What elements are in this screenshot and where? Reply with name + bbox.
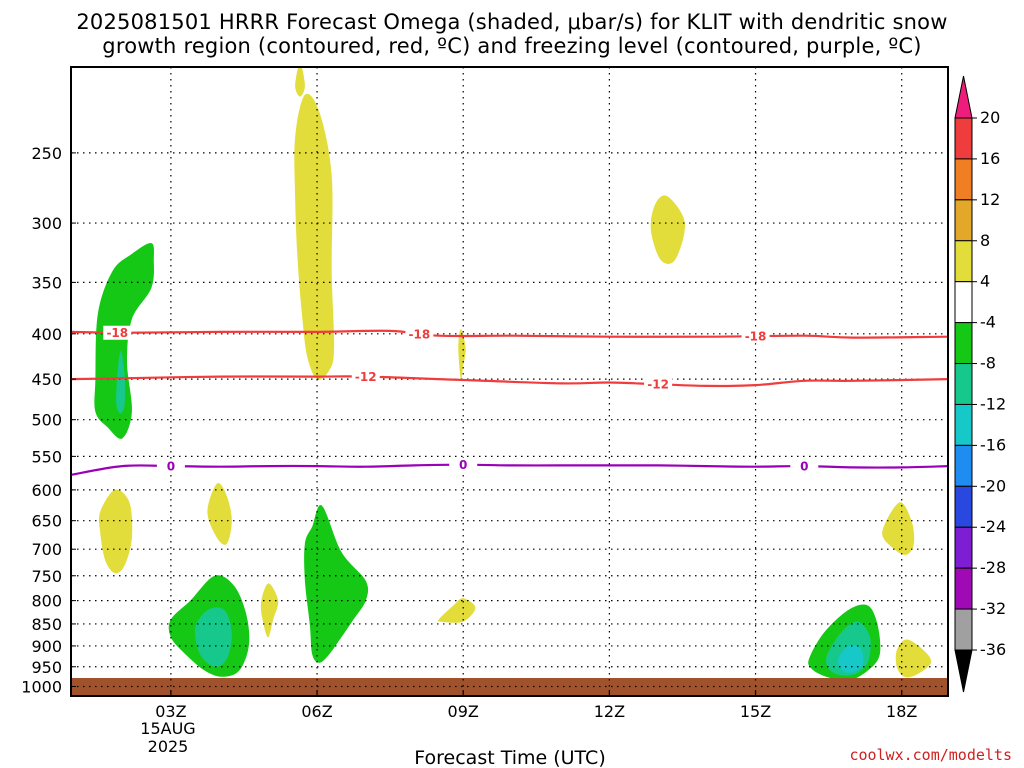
y-tick-label-250: 250 <box>31 144 62 163</box>
contour-label-bg <box>156 459 185 474</box>
colorbar-segment-6 <box>954 322 973 365</box>
plot-frame <box>70 66 949 697</box>
omega-region-14 <box>194 607 232 667</box>
colorbar-segment-7 <box>954 363 973 405</box>
contour-label-0-2: 0 <box>800 460 808 474</box>
contour-label--18-1: -18 <box>409 327 431 341</box>
contour-label-0-0: 0 <box>167 460 175 474</box>
x-tick-label-18Z: 18Z <box>886 702 917 721</box>
contour-label-0-1: 0 <box>459 458 467 472</box>
omega-region-4 <box>650 195 686 264</box>
contour-label--12-1: -12 <box>647 378 669 392</box>
contour-label-bg <box>741 329 770 344</box>
y-tick-label-850: 850 <box>31 615 62 634</box>
colorbar: 20 16 12 8 4 -4 -8 -12 -16 -20 -24 -28 -32 -36 <box>954 75 1006 693</box>
contour--18 <box>71 329 948 339</box>
y-tick-label-350: 350 <box>31 273 62 292</box>
colorbar-segment-10 <box>954 485 973 528</box>
y-tick-label-600: 600 <box>31 481 62 500</box>
contour-label-bg <box>449 457 478 472</box>
x-date-label-day: 15AUG <box>140 719 195 738</box>
colorbar-top-arrow <box>954 75 973 119</box>
colorbar-label--20: -20 <box>980 476 1006 495</box>
colorbar-segment-9 <box>954 444 973 487</box>
x-axis-ticks: 03Z 06Z 09Z 12Z 15Z 18Z <box>155 690 917 721</box>
colorbar-label--32: -32 <box>980 599 1006 618</box>
y-tick-label-700: 700 <box>31 540 62 559</box>
colorbar-label--4: -4 <box>980 313 996 332</box>
omega-region-1 <box>116 350 126 414</box>
omega-region-3 <box>294 93 335 380</box>
contour--12 <box>71 375 948 388</box>
contour-label-bg <box>405 326 434 341</box>
omega-region-2 <box>295 67 305 97</box>
y-tick-label-550: 550 <box>31 447 62 466</box>
omega-region-12 <box>304 504 369 663</box>
contour-label-bg <box>790 459 819 474</box>
omega-region-10 <box>882 502 915 555</box>
y-tick-label-750: 750 <box>31 567 62 586</box>
colorbar-label--16: -16 <box>980 435 1006 454</box>
omega-region-17 <box>837 645 864 673</box>
chart-title-line2: growth region (contoured, red, ºC) and f… <box>102 34 921 58</box>
y-tick-label-950: 950 <box>31 658 62 677</box>
colorbar-label-20: 20 <box>980 108 1000 127</box>
colorbar-label--24: -24 <box>980 517 1006 536</box>
contour-label--18-2: -18 <box>745 330 767 344</box>
colorbar-label-12: 12 <box>980 190 1000 209</box>
omega-region-5 <box>458 329 466 380</box>
colorbar-segment-8 <box>954 403 973 446</box>
x-tick-label-09Z: 09Z <box>448 702 479 721</box>
x-axis-label: Forecast Time (UTC) <box>414 747 605 768</box>
credit-text: coolwx.com/modelts <box>849 746 1012 764</box>
colorbar-label-8: 8 <box>980 231 990 250</box>
colorbar-label--8: -8 <box>980 354 996 373</box>
colorbar-label--12: -12 <box>980 394 1006 413</box>
y-tick-label-900: 900 <box>31 637 62 656</box>
colorbar-segment-12 <box>954 567 973 610</box>
omega-region-6 <box>98 489 133 574</box>
x-tick-label-03Z: 03Z <box>155 702 186 721</box>
colorbar-segment-13 <box>954 608 973 651</box>
temperature-contours <box>71 329 948 476</box>
contour-label-bg <box>644 377 673 392</box>
colorbar-label--28: -28 <box>980 558 1006 577</box>
chart-title-line1: 2025081501 HRRR Forecast Omega (shaded, … <box>76 10 947 34</box>
colorbar-segment-4 <box>954 240 973 283</box>
contour-label-bg <box>351 369 380 384</box>
y-tick-label-800: 800 <box>31 592 62 611</box>
colorbar-segment-2 <box>954 158 973 201</box>
y-tick-label-450: 450 <box>31 370 62 389</box>
y-tick-label-1000: 1000 <box>21 677 62 696</box>
colorbar-segment-3 <box>954 199 973 242</box>
omega-shaded-regions <box>94 67 932 681</box>
colorbar-label--36: -36 <box>980 640 1006 659</box>
y-tick-label-400: 400 <box>31 325 62 344</box>
omega-region-0 <box>94 243 154 439</box>
x-tick-label-12Z: 12Z <box>594 702 625 721</box>
contour-label--12-0: -12 <box>355 370 377 384</box>
colorbar-label-16: 16 <box>980 149 1000 168</box>
x-date-label-year: 2025 <box>148 737 189 756</box>
colorbar-segment-5 <box>954 281 973 324</box>
grid-lines <box>71 67 948 696</box>
x-tick-label-06Z: 06Z <box>301 702 332 721</box>
y-tick-label-500: 500 <box>31 411 62 430</box>
omega-region-11 <box>895 639 932 678</box>
omega-region-7 <box>207 482 232 545</box>
colorbar-segment-11 <box>954 526 973 569</box>
contour-label--18-0: -18 <box>106 326 128 340</box>
colorbar-label-4: 4 <box>980 272 990 291</box>
colorbar-segment-1 <box>954 117 973 160</box>
y-axis-ticks: 250 300 350 400 450 500 550 600 650 700 750 800 850 9… <box>21 144 76 696</box>
x-tick-label-15Z: 15Z <box>740 702 771 721</box>
colorbar-bottom-arrow <box>954 649 973 693</box>
contour-labels: -18 -18 -18 -12 -12 0 0 0 <box>103 325 819 474</box>
y-tick-label-300: 300 <box>31 214 62 233</box>
omega-region-8 <box>260 583 279 638</box>
omega-region-9 <box>437 598 476 623</box>
contour-label-bg <box>103 325 132 340</box>
y-tick-label-650: 650 <box>31 512 62 531</box>
